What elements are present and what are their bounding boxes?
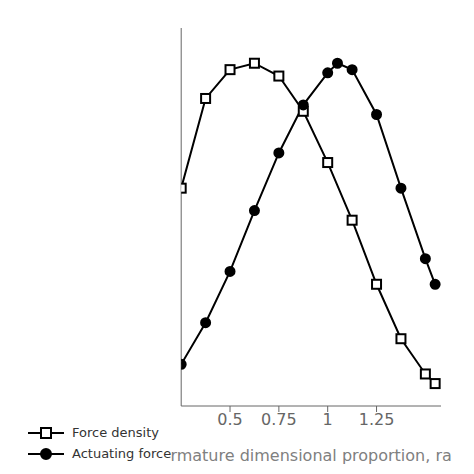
html-text:Force density: Force density xyxy=(72,425,159,440)
svg-text:rmature dimensional proportion: rmature dimensional proportion, ra xyxy=(170,446,451,465)
svg-text:1.25: 1.25 xyxy=(359,410,395,429)
svg-text:0.75: 0.75 xyxy=(261,410,297,429)
svg-text:1: 1 xyxy=(323,410,333,429)
svg-text:0.5: 0.5 xyxy=(217,410,242,429)
html-text:Actuating force: Actuating force xyxy=(72,446,172,461)
